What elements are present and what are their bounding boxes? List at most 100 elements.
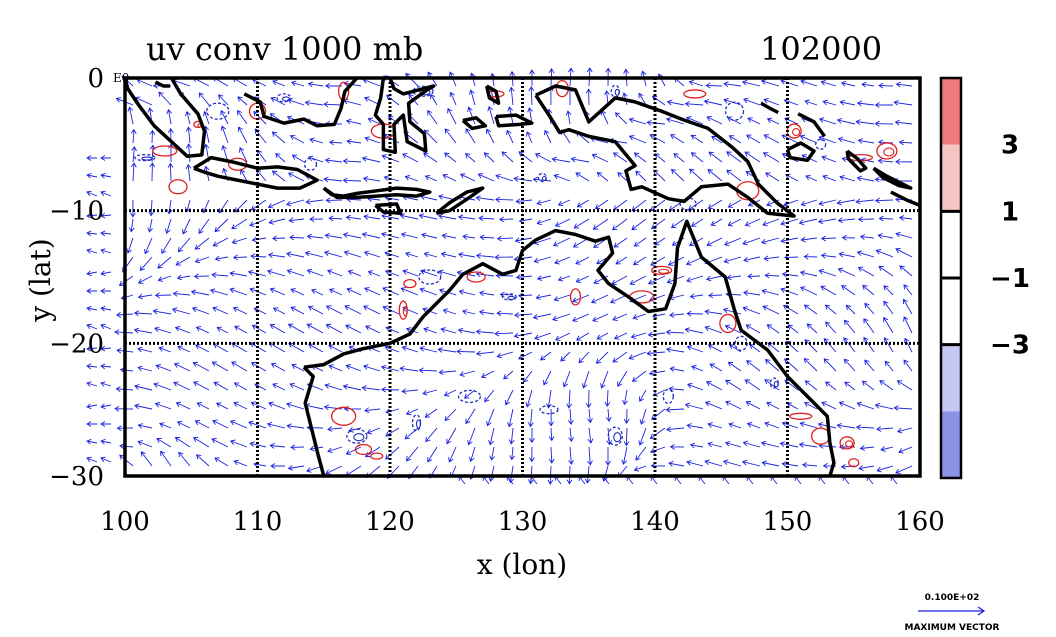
wind-vector — [783, 199, 799, 207]
wind-vector — [705, 275, 723, 282]
wind-vector — [638, 92, 647, 106]
wind-vector — [703, 98, 723, 106]
wind-vector — [424, 174, 438, 182]
wind-vector — [689, 442, 704, 449]
wind-vector — [629, 275, 647, 286]
wind-vector — [532, 176, 552, 183]
wind-vector — [424, 408, 438, 418]
wind-vector — [543, 370, 552, 386]
wind-vector — [507, 408, 514, 428]
wind-vector — [857, 266, 875, 277]
wind-vector — [856, 250, 875, 258]
wind-vector — [444, 128, 457, 144]
wind-vector — [212, 419, 229, 429]
wind-vector — [126, 237, 134, 254]
coastline-segment — [303, 341, 391, 369]
wind-vector — [518, 151, 533, 163]
wind-vector — [270, 362, 286, 372]
wind-vector — [780, 287, 799, 296]
wind-vector — [323, 101, 343, 108]
wind-vector — [324, 383, 343, 391]
wind-vector — [631, 218, 647, 231]
wind-vector — [100, 438, 112, 445]
wind-vector — [442, 173, 457, 182]
x-tick-label: 120 — [365, 507, 415, 537]
wind-vector — [565, 110, 572, 125]
wind-vector — [364, 136, 381, 144]
wind-vector — [86, 403, 98, 410]
wind-vector — [604, 389, 611, 407]
wind-vector — [903, 284, 913, 296]
wind-vector — [780, 218, 799, 226]
wind-vector — [863, 336, 875, 353]
wind-vector — [628, 135, 647, 144]
wind-vector — [566, 389, 572, 409]
plot-timestamp: 102000 — [760, 30, 882, 68]
wind-vector — [100, 212, 112, 219]
wind-vector — [666, 426, 685, 433]
wind-vector — [818, 268, 837, 277]
wind-vector — [211, 361, 229, 372]
wind-vector — [174, 326, 191, 334]
positive-contour — [370, 452, 384, 460]
wind-vector — [134, 403, 153, 410]
wind-vector — [623, 408, 630, 424]
wind-vector — [534, 332, 552, 341]
wind-vector — [134, 384, 153, 391]
negative-contour — [418, 269, 442, 285]
coastline-segment — [389, 219, 836, 477]
wind-vector — [166, 108, 172, 125]
wind-vector — [879, 380, 894, 391]
colorbar-level-label: 3 — [1001, 131, 1019, 161]
wind-vector — [285, 199, 305, 207]
wind-vector — [707, 441, 723, 448]
negative-contour — [724, 101, 745, 121]
wind-vector — [362, 364, 381, 372]
wind-vector — [286, 251, 305, 258]
negative-contour-inner — [141, 156, 153, 161]
wind-vector — [551, 156, 571, 163]
wind-vector — [495, 173, 514, 182]
coastline-segment — [785, 141, 816, 163]
wind-vector — [622, 389, 628, 406]
positive-contour — [839, 436, 855, 450]
wind-vector — [787, 324, 799, 334]
wind-vector — [289, 134, 305, 144]
wind-vector — [760, 440, 780, 448]
wind-vector — [86, 438, 98, 445]
wind-vector — [818, 135, 837, 144]
coastline-segment — [845, 149, 868, 173]
wind-vector — [86, 345, 98, 352]
coastline-segment — [494, 113, 534, 128]
wind-vector — [438, 213, 457, 220]
wind-vector — [568, 446, 574, 465]
wind-vector — [742, 237, 761, 246]
wind-vector — [404, 175, 419, 182]
wind-vector — [639, 389, 647, 402]
wind-vector — [186, 143, 192, 163]
colorbar-frame — [939, 76, 963, 480]
wind-vector — [526, 131, 533, 144]
wind-vector — [596, 171, 609, 182]
wind-vector — [309, 216, 324, 222]
wind-vector — [287, 465, 305, 471]
wind-vector — [704, 401, 723, 410]
wind-vector — [444, 152, 457, 163]
wind-vector — [822, 174, 837, 182]
wind-vector — [726, 169, 742, 182]
wind-vector — [458, 251, 476, 258]
wind-vector — [725, 379, 742, 391]
wind-vector — [325, 197, 343, 204]
wind-vector — [247, 269, 267, 277]
negative-contour-inner — [613, 432, 622, 443]
wind-vector — [362, 176, 381, 182]
wind-vector — [308, 343, 324, 353]
positive-contour — [403, 278, 417, 289]
wind-vector — [345, 118, 362, 125]
wind-vector — [272, 307, 286, 315]
wind-vector — [380, 364, 400, 372]
wind-vector — [878, 215, 894, 222]
wind-vector — [823, 358, 837, 372]
wind-vector — [587, 427, 594, 444]
wind-vector — [836, 117, 856, 125]
